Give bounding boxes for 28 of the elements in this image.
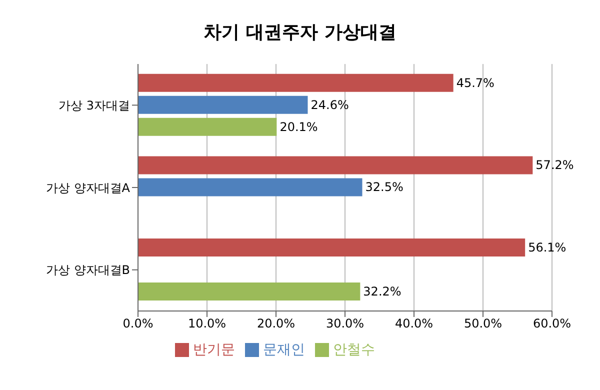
bar (138, 74, 454, 92)
legend-label: 반기문 (193, 342, 235, 358)
y-tick-label: 가상 양자대결B (46, 263, 130, 278)
data-label: 45.7% (456, 76, 494, 90)
x-tick-label: 60.0% (532, 316, 572, 331)
y-tick-label: 가상 양자대결A (46, 180, 131, 195)
bar (138, 178, 362, 196)
x-tick-label: 50.0% (464, 316, 502, 331)
data-label: 32.5% (365, 180, 404, 194)
legend-label: 문재인 (263, 342, 305, 358)
data-label: 56.1% (528, 240, 566, 255)
bar (138, 156, 533, 174)
data-label: 20.1% (280, 120, 318, 134)
data-label: 57.2% (536, 158, 574, 172)
x-tick-label: 10.0% (188, 316, 226, 331)
x-tick-label: 40.0% (394, 316, 434, 331)
legend-label: 안철수 (333, 342, 375, 358)
data-label: 24.6% (310, 98, 349, 112)
bar (138, 282, 360, 301)
x-tick-label: 0.0% (122, 316, 154, 331)
bar (138, 238, 526, 257)
bar (138, 118, 277, 136)
data-label: 32.2% (363, 284, 402, 299)
y-tick-label: 가상 3자대결 (58, 98, 130, 112)
chart-title: 차기 대권주자 가상대결 (202, 21, 398, 44)
bar (138, 96, 308, 114)
x-tick-label: 30.0% (326, 316, 364, 331)
x-tick-label: 20.0% (256, 316, 296, 331)
